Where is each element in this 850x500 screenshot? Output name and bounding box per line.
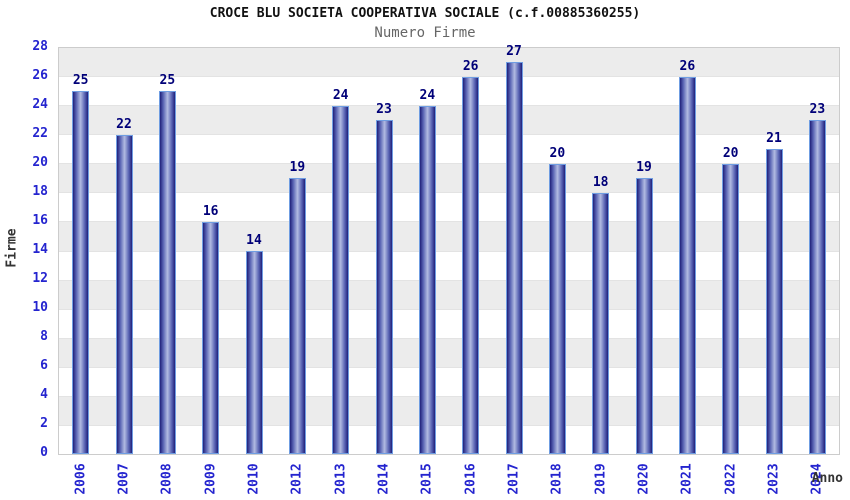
x-tick-label-2017: 2017	[506, 463, 522, 495]
grid-band	[59, 192, 839, 222]
grid-band	[59, 425, 839, 455]
y-tick-label: 8	[40, 329, 48, 344]
bar-2006	[72, 91, 90, 454]
chart-title: CROCE BLU SOCIETA COOPERATIVA SOCIALE (c…	[209, 6, 641, 21]
chart-subtitle: Numero Firme	[374, 25, 476, 41]
y-tick-label: 2	[40, 416, 48, 431]
x-tick-label-2022: 2022	[723, 463, 739, 495]
bar-value-label: 25	[72, 73, 89, 88]
bar-2019	[592, 193, 610, 454]
x-tick-label-2020: 2020	[636, 463, 652, 495]
bar-2007	[115, 135, 133, 454]
y-tick-label: 16	[32, 213, 48, 228]
bar-value-label: 26	[679, 59, 696, 74]
bar-2024	[808, 120, 826, 454]
y-tick-label: 26	[32, 68, 48, 83]
x-tick-label-2010: 2010	[246, 463, 262, 495]
bar-2016	[462, 77, 480, 454]
x-tick-label-2006: 2006	[73, 463, 89, 495]
grid-band	[59, 279, 839, 309]
x-axis-title: Anno	[811, 471, 843, 486]
x-tick-label-2019: 2019	[593, 463, 609, 495]
grid-band	[59, 76, 839, 106]
y-tick-label: 0	[40, 445, 48, 460]
y-tick-label: 24	[32, 97, 48, 112]
bar-2009	[202, 222, 220, 454]
bar-2012	[288, 178, 306, 454]
grid-band	[59, 48, 839, 77]
bar-value-label: 20	[722, 146, 739, 161]
bar-value-label: 24	[332, 88, 349, 103]
x-tick-label-2013: 2013	[333, 463, 349, 495]
bar-value-label: 18	[592, 175, 609, 190]
bar-value-label: 23	[376, 102, 392, 117]
bar-2017	[505, 62, 523, 454]
bar-value-label: 23	[809, 102, 826, 117]
bar-2018	[548, 164, 566, 454]
x-tick-label-2014: 2014	[376, 463, 392, 495]
grid-band	[59, 163, 839, 193]
bar-value-label: 26	[462, 59, 479, 74]
bar-2021	[678, 77, 696, 454]
grid-band	[59, 308, 839, 338]
x-tick-label-2018: 2018	[549, 463, 565, 495]
grid-band	[59, 395, 839, 426]
bar-value-label: 19	[636, 160, 652, 175]
x-tick-label-2021: 2021	[679, 463, 695, 495]
bar-2010	[245, 251, 263, 454]
grid-band	[59, 221, 839, 251]
y-tick-label: 10	[32, 300, 48, 315]
x-tick-label-2008: 2008	[159, 463, 175, 495]
y-tick-label: 4	[40, 387, 48, 402]
y-tick-label: 12	[32, 271, 48, 286]
x-tick-label-2023: 2023	[766, 463, 782, 495]
grid-band	[59, 366, 839, 396]
bar-value-label: 27	[506, 44, 522, 59]
grid-band	[59, 337, 839, 367]
bar-value-label: 19	[289, 160, 306, 175]
bar-value-label: 22	[116, 117, 132, 132]
x-tick-label-2007: 2007	[116, 463, 132, 495]
bar-value-label: 24	[419, 88, 436, 103]
x-tick-label-2016: 2016	[463, 463, 479, 495]
x-tick-label-2012: 2012	[289, 463, 305, 495]
bar-2023	[765, 149, 783, 454]
bar-2014	[375, 120, 393, 454]
bar-2013	[332, 106, 350, 454]
bar-value-label: 25	[159, 73, 176, 88]
y-tick-label: 28	[32, 39, 48, 54]
grid-band	[59, 250, 839, 280]
y-tick-label: 14	[32, 242, 48, 257]
y-tick-label: 22	[32, 126, 48, 141]
bar-2015	[418, 106, 436, 454]
bar-2022	[722, 164, 740, 454]
bar-value-label: 16	[202, 204, 219, 219]
y-axis-title: Firme	[4, 228, 20, 268]
grid-band-layer	[59, 48, 839, 455]
y-tick-label: 18	[32, 184, 48, 199]
y-tick-label: 6	[40, 358, 48, 373]
bar-2008	[158, 91, 176, 454]
x-tick-label-2009: 2009	[203, 463, 219, 495]
bar-value-label: 20	[549, 146, 566, 161]
x-tick-label-2015: 2015	[419, 463, 435, 495]
grid-band	[59, 105, 839, 135]
bar-series-layer: 25 22 25 16 14 19 24 23 24 26 27 20 18 19 26 20 21 23	[59, 44, 839, 454]
y-tick-label: 20	[32, 155, 48, 170]
plot-area: 25 22 25 16 14 19 24 23 24 26 27 20 18 19 26 20 21 23	[58, 44, 840, 455]
grid-band	[59, 134, 839, 164]
bar-2020	[635, 178, 653, 454]
bar-value-label: 21	[766, 131, 782, 146]
bar-value-label: 14	[246, 233, 262, 248]
